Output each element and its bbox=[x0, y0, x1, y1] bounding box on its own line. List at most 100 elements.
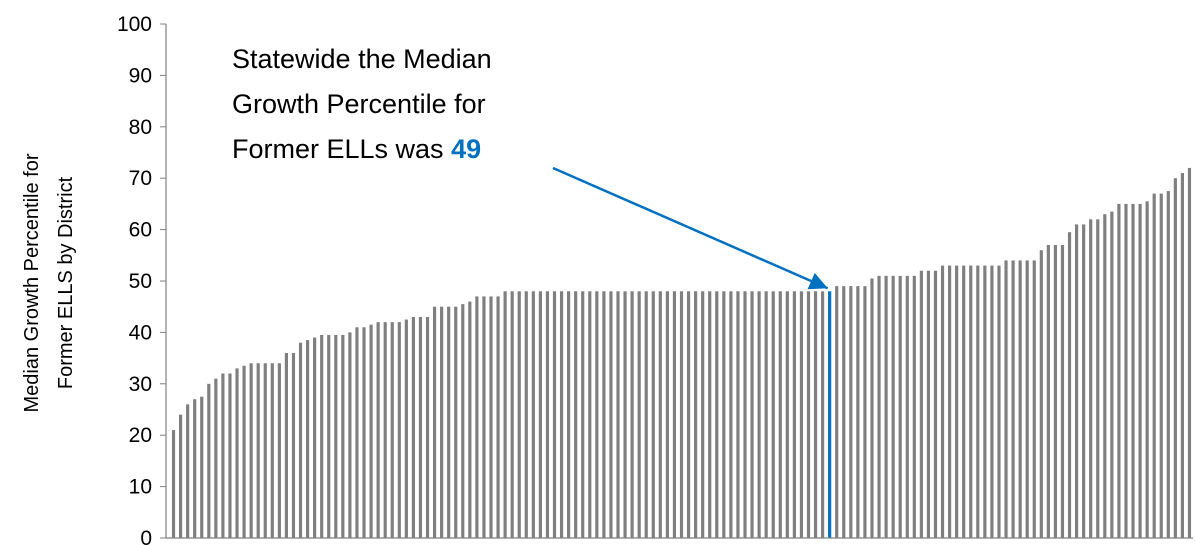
bar bbox=[764, 291, 768, 538]
y-axis-title: Median Growth Percentile for Former ELLS … bbox=[21, 153, 77, 412]
bar bbox=[877, 275, 881, 538]
bar bbox=[933, 270, 938, 538]
y-tick-label: 60 bbox=[129, 219, 152, 242]
bar bbox=[602, 291, 606, 538]
bar bbox=[708, 291, 712, 538]
bar bbox=[736, 291, 740, 538]
annotation-line: Former ELLs was 49 bbox=[232, 134, 481, 164]
bar bbox=[1025, 260, 1029, 538]
y-axis-title-line: Former ELLS by District bbox=[55, 176, 77, 389]
bar bbox=[447, 306, 451, 538]
bar bbox=[284, 352, 288, 538]
bar bbox=[623, 291, 627, 538]
bar bbox=[912, 275, 916, 538]
bar bbox=[679, 291, 684, 538]
bar bbox=[926, 270, 931, 538]
bar bbox=[863, 286, 867, 538]
bar bbox=[821, 291, 825, 538]
bar bbox=[644, 291, 648, 538]
bar bbox=[1152, 193, 1156, 538]
bar bbox=[1180, 173, 1184, 538]
bar bbox=[461, 304, 465, 538]
bar bbox=[694, 291, 698, 538]
bar bbox=[729, 291, 733, 538]
bar bbox=[672, 291, 677, 538]
bar bbox=[1089, 219, 1093, 538]
bar bbox=[715, 291, 719, 538]
bar bbox=[1039, 250, 1043, 538]
bar bbox=[1145, 201, 1149, 538]
bar bbox=[171, 430, 176, 538]
bar bbox=[1138, 203, 1142, 538]
bar bbox=[440, 306, 444, 538]
bar bbox=[1075, 224, 1079, 538]
bar bbox=[1187, 167, 1192, 539]
bar bbox=[983, 265, 987, 538]
bar bbox=[1046, 245, 1050, 538]
bar bbox=[468, 301, 472, 538]
bar bbox=[432, 306, 437, 538]
bar bbox=[884, 275, 888, 538]
bar bbox=[397, 322, 401, 538]
bar bbox=[298, 342, 303, 538]
bar bbox=[510, 291, 514, 538]
bar bbox=[1053, 245, 1058, 538]
bar bbox=[1032, 260, 1036, 538]
y-tick-label: 0 bbox=[140, 527, 152, 545]
bar bbox=[574, 291, 578, 538]
bar bbox=[249, 363, 253, 538]
bar bbox=[891, 275, 895, 538]
bar bbox=[1067, 232, 1072, 539]
y-tick-label: 70 bbox=[129, 167, 152, 190]
bar bbox=[701, 291, 705, 538]
y-tick-label: 40 bbox=[129, 321, 152, 344]
y-tick-label: 50 bbox=[129, 270, 152, 293]
bar bbox=[503, 291, 507, 538]
bar bbox=[425, 316, 430, 538]
annotation-arrow-line bbox=[552, 166, 829, 290]
bar bbox=[390, 322, 394, 538]
bar bbox=[842, 286, 846, 538]
y-axis-title-line: Median Growth Percentile for bbox=[21, 153, 43, 412]
bar bbox=[870, 278, 874, 538]
bar bbox=[496, 296, 500, 538]
bar bbox=[778, 291, 782, 538]
annotation-line: Statewide the Median bbox=[232, 44, 492, 74]
bar bbox=[1096, 219, 1100, 538]
bar bbox=[1060, 245, 1065, 538]
bar bbox=[327, 334, 331, 538]
bar bbox=[489, 296, 493, 538]
bar bbox=[785, 291, 789, 538]
bar-highlight bbox=[828, 291, 832, 538]
bar bbox=[320, 334, 324, 538]
bar bbox=[179, 414, 183, 538]
bar bbox=[1004, 260, 1008, 538]
y-tick-label: 10 bbox=[129, 476, 152, 499]
bar bbox=[263, 363, 267, 538]
bar bbox=[277, 363, 281, 538]
bar bbox=[256, 363, 260, 538]
bar bbox=[1166, 191, 1170, 539]
bar bbox=[757, 291, 761, 538]
bar bbox=[835, 286, 839, 538]
bar bbox=[242, 365, 246, 538]
bar bbox=[976, 265, 980, 538]
y-tick-label: 30 bbox=[129, 373, 152, 396]
bar bbox=[799, 291, 804, 538]
bar bbox=[1110, 211, 1114, 539]
bar bbox=[362, 327, 366, 538]
bar bbox=[538, 291, 542, 538]
bar bbox=[545, 291, 550, 538]
bar bbox=[588, 291, 592, 538]
bar bbox=[193, 399, 197, 538]
bar bbox=[630, 291, 634, 538]
bar bbox=[454, 306, 458, 538]
bar bbox=[1159, 193, 1163, 538]
bar bbox=[651, 291, 655, 538]
y-tick-label: 90 bbox=[129, 64, 152, 87]
bar bbox=[559, 291, 564, 538]
bar bbox=[411, 316, 415, 538]
bar bbox=[313, 337, 317, 538]
bar bbox=[813, 291, 818, 538]
